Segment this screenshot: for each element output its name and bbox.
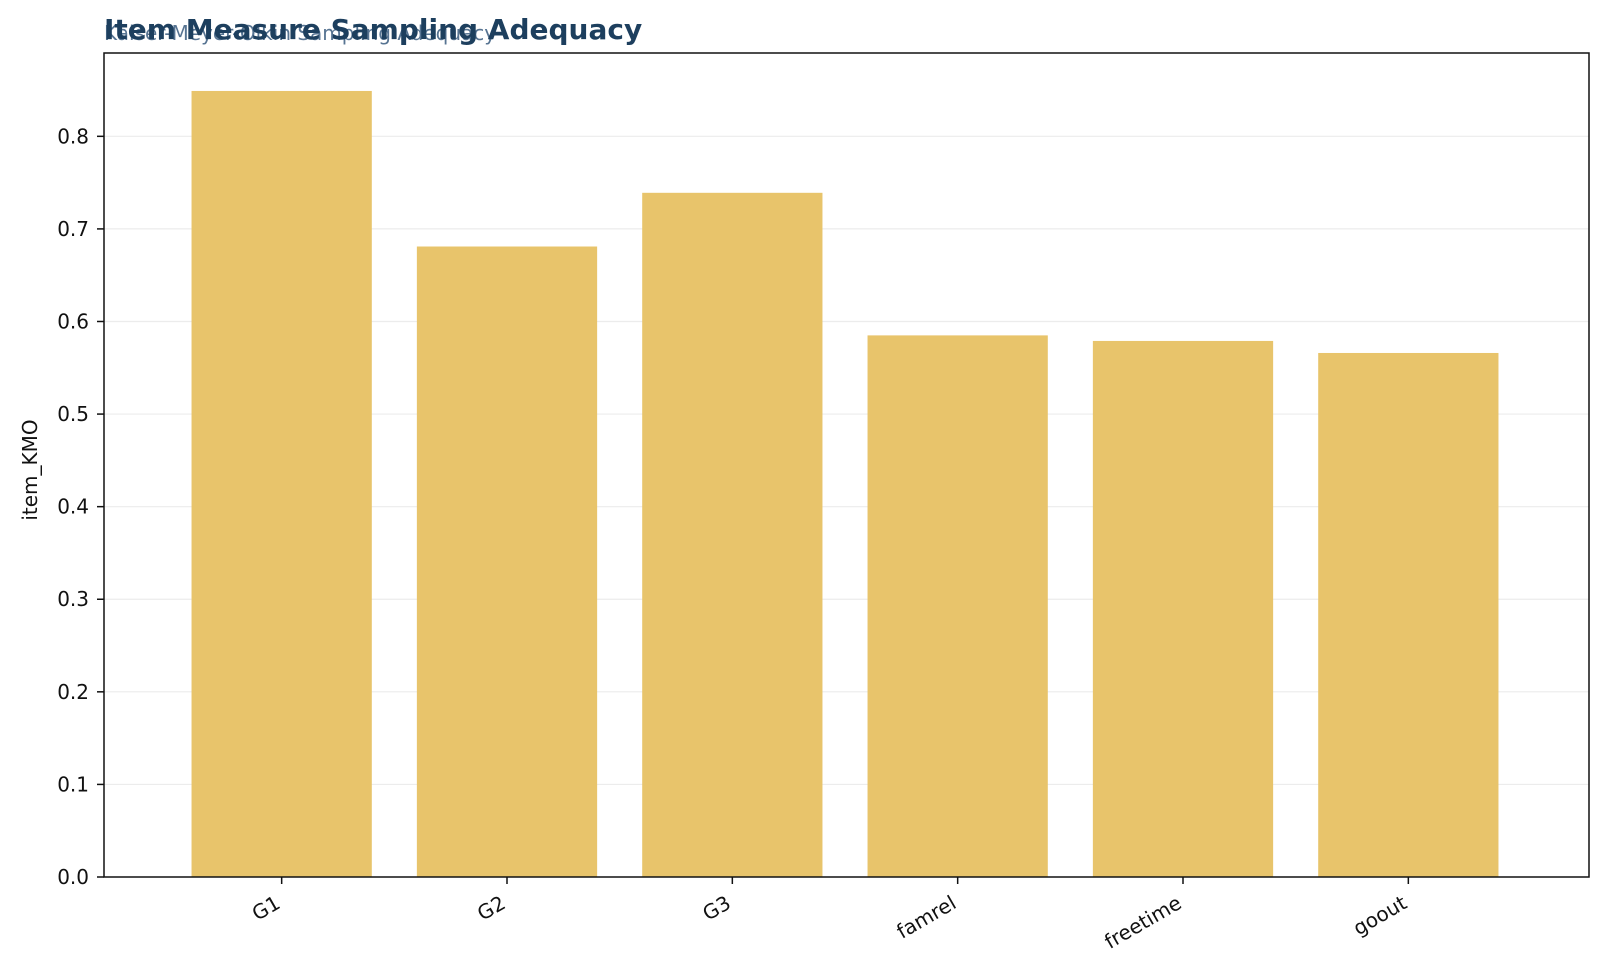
chart-subtitle: Kaiser-Meyer-Olkin Sampling Adequacy [104,21,496,45]
y-tick-label: 0.8 [57,124,89,148]
bar-g1 [191,90,372,878]
y-axis-label: item_KMO [18,419,42,520]
bar-freetime [1092,340,1274,877]
x-tick-label: G2 [473,891,509,926]
chart-title: Item Measure Sampling Adequacy [104,13,642,46]
y-tick-label: 0.5 [57,402,89,426]
y-tick-label: 0.6 [57,309,89,333]
y-tick-label: 0.1 [57,772,89,796]
plot-frame [103,52,1590,878]
y-axis-ticks: 0.0 0.1 0.2 0.3 0.4 0.5 0.6 0.7 0.8 [57,124,104,889]
y-tick-label: 0.3 [57,587,89,611]
x-axis-ticks: G1 G2 G3 famrel freetime goout [248,877,1411,954]
bar-g2 [416,246,598,878]
x-tick-label: freetime [1100,891,1185,954]
y-tick-label: 0.2 [57,680,89,704]
x-tick-label: famrel [892,891,960,944]
bar-g3 [642,192,823,877]
bar-famrel [867,335,1048,877]
y-tick-label: 0.0 [57,865,89,889]
x-tick-label: G3 [698,891,734,926]
y-tick-label: 0.7 [57,217,89,241]
y-tick-label: 0.4 [57,495,89,519]
bar-goout [1318,352,1499,877]
x-tick-label: G1 [248,891,284,926]
x-tick-label: goout [1349,890,1411,940]
bar-layer [191,90,1499,878]
